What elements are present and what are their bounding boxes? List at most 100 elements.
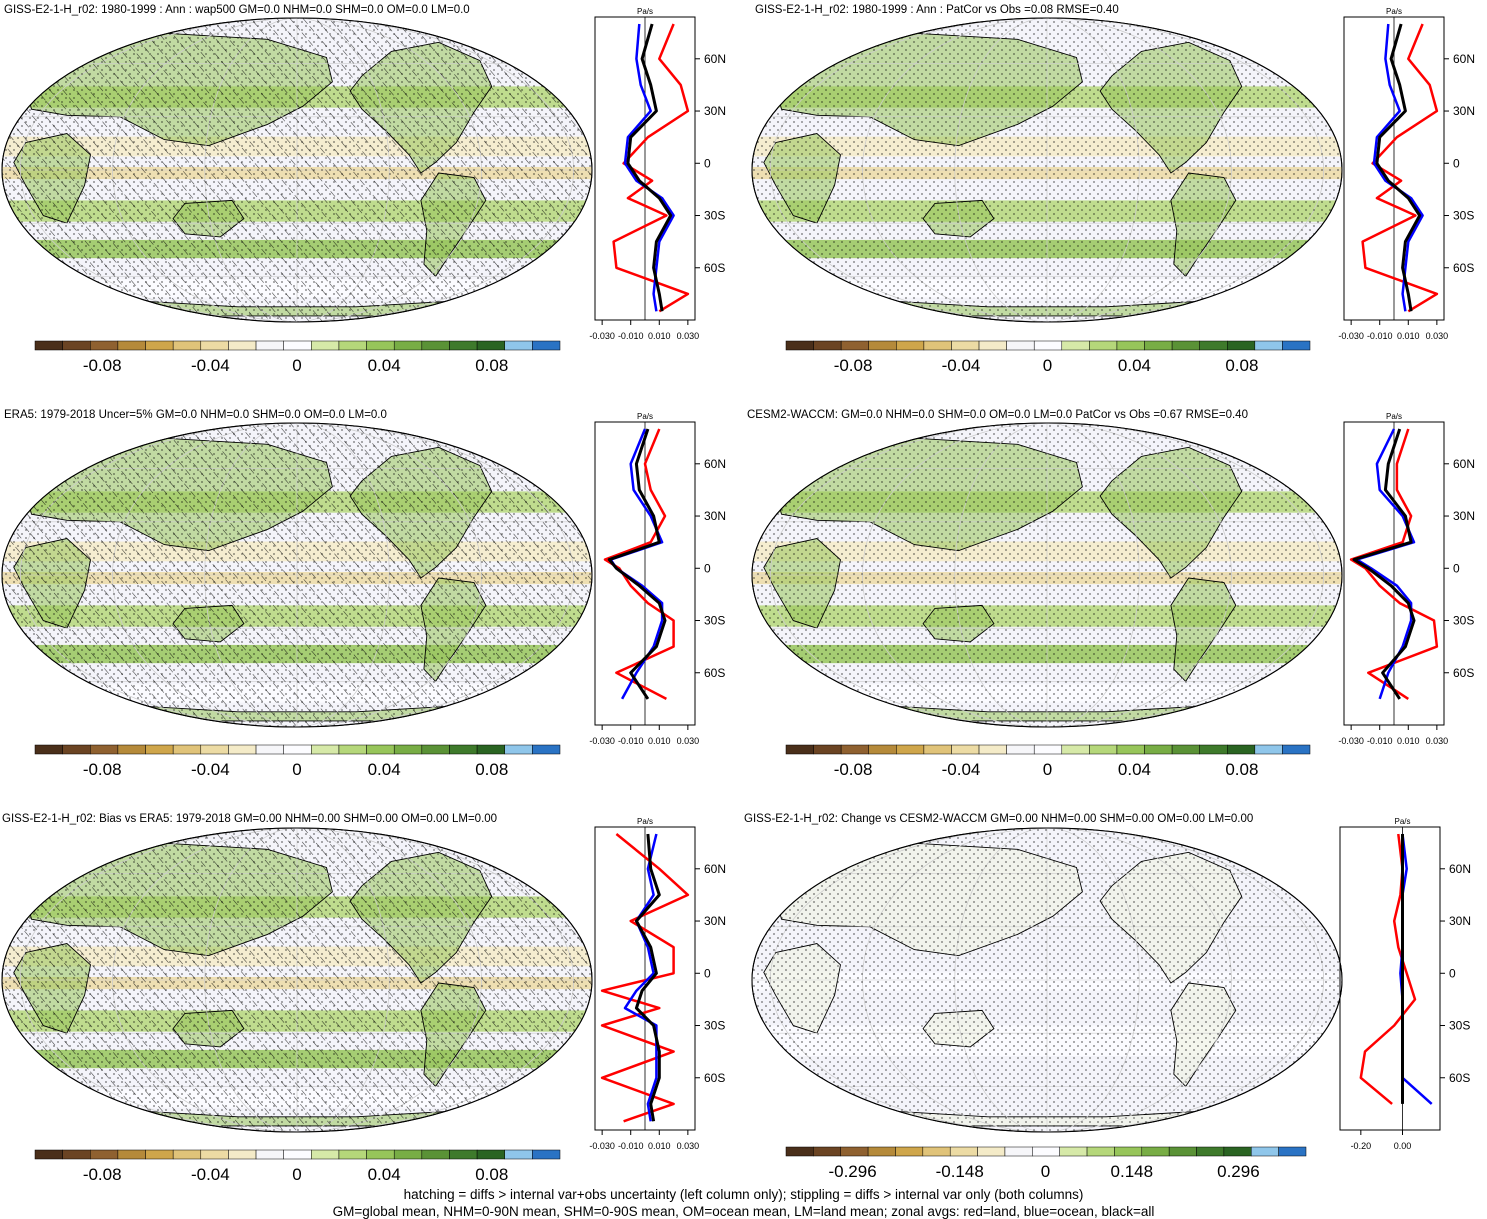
colorbar-box bbox=[256, 1150, 284, 1159]
colorbar-box bbox=[896, 341, 924, 350]
colorbar-tick-label: -0.08 bbox=[834, 760, 873, 779]
panel-giss-change: GISS-E2-1-H_r02: Change vs CESM2-WACCM G… bbox=[744, 813, 1471, 1181]
colorbar-box bbox=[90, 745, 118, 754]
colorbar-box bbox=[950, 1147, 977, 1156]
panel-title: ERA5: 1979-2018 Uncer=5% GM=0.0 NHM=0.0 … bbox=[4, 409, 387, 421]
colorbar-box bbox=[339, 341, 367, 350]
colorbar-box bbox=[1255, 745, 1283, 754]
colorbar-box bbox=[1089, 745, 1117, 754]
zonal-series-land bbox=[614, 24, 688, 311]
colorbar-box bbox=[1032, 1147, 1059, 1156]
colorbar-tick-label: 0.04 bbox=[368, 1165, 401, 1184]
zonal-x-tick-label: 0.010 bbox=[648, 331, 671, 341]
colorbar-box bbox=[367, 745, 395, 754]
zonal-x-tick-label: -0.010 bbox=[618, 736, 644, 746]
colorbar-box bbox=[394, 1150, 422, 1159]
zonal-x-tick-label: 0.030 bbox=[677, 331, 700, 341]
colorbar-box bbox=[786, 745, 814, 754]
land-greenland bbox=[1259, 438, 1300, 471]
colorbar-box bbox=[505, 1150, 533, 1159]
colorbar-box bbox=[284, 745, 312, 754]
colorbar-tick-label: 0.04 bbox=[368, 760, 401, 779]
colorbar-tick-label: 0.04 bbox=[1118, 760, 1151, 779]
colorbar-box bbox=[1062, 745, 1090, 754]
colorbar-tick-label: 0 bbox=[292, 356, 301, 375]
colorbar-tick-label: 0 bbox=[292, 1165, 301, 1184]
colorbar-box bbox=[367, 341, 395, 350]
colorbar-box bbox=[813, 1147, 840, 1156]
colorbar-box bbox=[63, 341, 91, 350]
colorbar-tick-label: -0.04 bbox=[191, 1165, 230, 1184]
colorbar-box bbox=[146, 745, 174, 754]
colorbar-box bbox=[869, 341, 897, 350]
lat-tick-label: 0 bbox=[1453, 156, 1460, 170]
colorbar-tick-label: 0.08 bbox=[1225, 356, 1258, 375]
colorbar-box bbox=[146, 1150, 174, 1159]
stipple-overlay bbox=[752, 18, 1342, 322]
colorbar-box bbox=[173, 745, 201, 754]
map-field bbox=[2, 828, 592, 1132]
colorbar-box bbox=[422, 1150, 450, 1159]
zonal-x-tick-label: 0.00 bbox=[1394, 1141, 1412, 1151]
colorbar-box bbox=[173, 1150, 201, 1159]
lat-tick-label: 30S bbox=[1449, 1019, 1470, 1033]
zonal-unit: Pa/s bbox=[1386, 7, 1402, 16]
panel-giss-bias: GISS-E2-1-H_r02: Bias vs ERA5: 1979-2018… bbox=[2, 813, 726, 1184]
colorbar-box bbox=[841, 1147, 868, 1156]
colorbar-tick-label: 0.04 bbox=[368, 356, 401, 375]
colorbar-box bbox=[1005, 1147, 1032, 1156]
colorbar-box bbox=[1117, 341, 1145, 350]
zonal-frame bbox=[1340, 827, 1440, 1130]
colorbar-box bbox=[339, 745, 367, 754]
colorbar-box bbox=[449, 745, 477, 754]
colorbar-tick-label: 0.148 bbox=[1111, 1162, 1154, 1181]
colorbar-box bbox=[1200, 341, 1228, 350]
lat-tick-label: 60N bbox=[704, 52, 726, 66]
colorbar-tick-label: 0.08 bbox=[1225, 760, 1258, 779]
colorbar-box bbox=[1197, 1147, 1224, 1156]
colorbar-box bbox=[146, 341, 174, 350]
panel-cesm2: CESM2-WACCM: GM=0.0 NHM=0.0 SHM=0.0 OM=0… bbox=[747, 409, 1475, 779]
lat-tick-label: 30N bbox=[704, 104, 726, 118]
lat-tick-label: 60S bbox=[1453, 261, 1474, 275]
colorbar-box bbox=[311, 745, 339, 754]
lat-tick-label: 30N bbox=[1453, 104, 1475, 118]
colorbar-box bbox=[1060, 1147, 1087, 1156]
colorbar-box bbox=[841, 745, 869, 754]
colorbar-box bbox=[256, 745, 284, 754]
colorbar-box bbox=[1227, 341, 1255, 350]
zonal-x-tick-label: -0.030 bbox=[589, 331, 615, 341]
zonal-x-tick-label: 0.030 bbox=[1426, 331, 1449, 341]
colorbar-box bbox=[35, 1150, 63, 1159]
zonal-x-tick-label: 0.010 bbox=[648, 1141, 671, 1151]
zonal-unit: Pa/s bbox=[637, 7, 653, 16]
zonal-unit: Pa/s bbox=[1386, 412, 1402, 421]
colorbar-box bbox=[923, 1147, 950, 1156]
lat-tick-label: 60N bbox=[704, 862, 726, 876]
colorbar-tick-label: -0.04 bbox=[191, 356, 230, 375]
colorbar-box bbox=[869, 745, 897, 754]
lat-tick-label: 30S bbox=[1453, 614, 1474, 628]
colorbar-tick-label: 0.08 bbox=[475, 356, 508, 375]
colorbar-box bbox=[1200, 745, 1228, 754]
stipple-overlay bbox=[752, 423, 1342, 727]
colorbar-tick-label: -0.08 bbox=[83, 760, 122, 779]
panel-title: GISS-E2-1-H_r02: 1980-1999 : Ann : PatCo… bbox=[755, 4, 1119, 16]
colorbar-box bbox=[35, 341, 63, 350]
footer-line-2: GM=global mean, NHM=0-90N mean, SHM=0-90… bbox=[0, 1204, 1487, 1219]
colorbar-box bbox=[1251, 1147, 1278, 1156]
hatch-overlay bbox=[2, 828, 592, 1132]
zonal-x-tick-label: 0.010 bbox=[648, 736, 671, 746]
colorbar-tick-label: 0 bbox=[1043, 760, 1052, 779]
colorbar-box bbox=[201, 341, 229, 350]
colorbar-box bbox=[1145, 745, 1173, 754]
zonal-x-tick-label: -0.010 bbox=[1367, 331, 1393, 341]
zonal-series-land bbox=[1363, 24, 1437, 311]
colorbar-box bbox=[896, 745, 924, 754]
